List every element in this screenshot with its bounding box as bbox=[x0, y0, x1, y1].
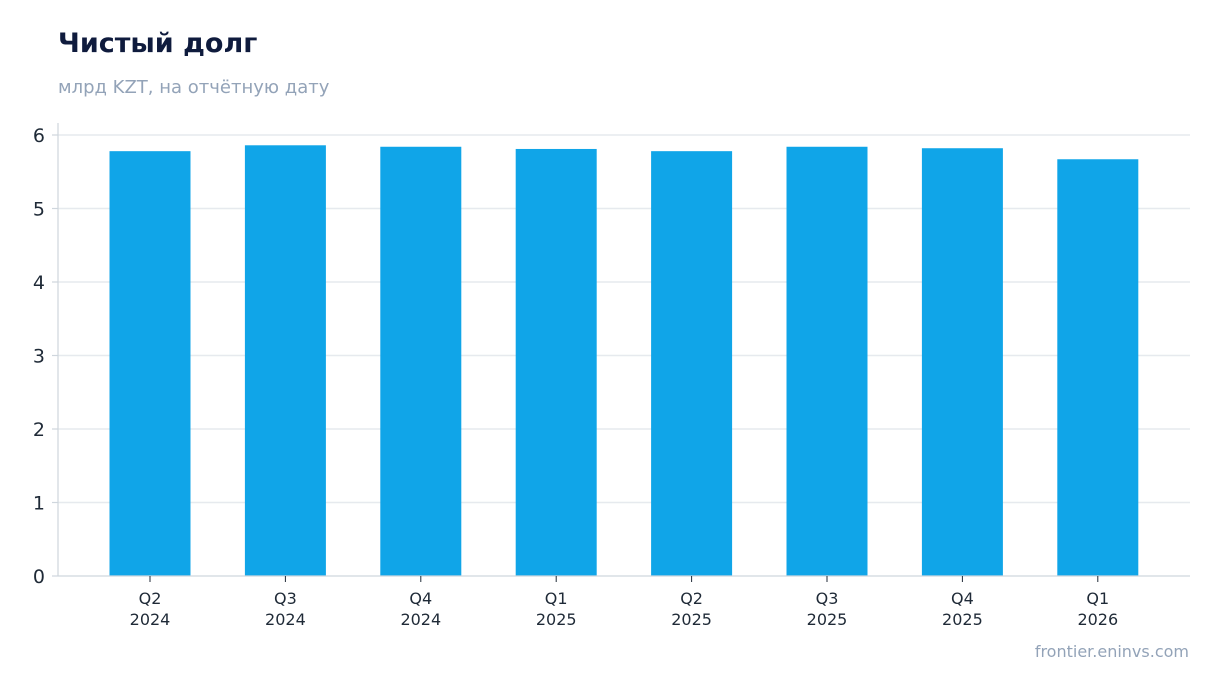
bar bbox=[651, 151, 733, 577]
x-tick-label-quarter: Q1 bbox=[545, 589, 568, 608]
chart-title: Чистый долг bbox=[58, 28, 258, 59]
source-watermark: frontier.eninvs.com bbox=[1034, 642, 1189, 661]
x-tick-label-quarter: Q2 bbox=[139, 589, 162, 608]
y-tick-label: 6 bbox=[33, 125, 45, 147]
bar bbox=[1057, 159, 1139, 576]
x-tick-label-quarter: Q4 bbox=[409, 589, 432, 608]
bar bbox=[109, 151, 191, 577]
axes bbox=[52, 123, 1190, 582]
bar bbox=[244, 145, 326, 577]
x-tick-label-year: 2025 bbox=[671, 610, 712, 629]
y-tick-label: 2 bbox=[33, 419, 45, 441]
grid-lines bbox=[58, 134, 1190, 504]
y-tick-label: 0 bbox=[33, 566, 45, 588]
bar bbox=[380, 146, 462, 576]
y-tick-label: 4 bbox=[33, 272, 45, 294]
y-tick-label: 1 bbox=[33, 493, 45, 515]
bar bbox=[786, 146, 868, 576]
x-tick-label-year: 2025 bbox=[536, 610, 577, 629]
x-tick-label-quarter: Q4 bbox=[951, 589, 974, 608]
x-tick-label-year: 2025 bbox=[807, 610, 848, 629]
x-tick-label-year: 2026 bbox=[1077, 610, 1118, 629]
x-axis-ticks: Q2 2024 Q3 2024 Q4 2024 Q1 2025 Q2 2025 Q3 2025 Q4 20… bbox=[130, 589, 1119, 629]
x-tick-label-quarter: Q3 bbox=[274, 589, 297, 608]
bar bbox=[515, 148, 597, 576]
bar bbox=[921, 148, 1003, 577]
bars bbox=[109, 145, 1139, 577]
chart-subtitle: млрд KZT, на отчётную дату bbox=[58, 77, 330, 98]
y-tick-label: 3 bbox=[33, 346, 45, 368]
x-tick-label-year: 2025 bbox=[942, 610, 983, 629]
y-tick-label: 5 bbox=[33, 199, 45, 221]
x-tick-label-quarter: Q1 bbox=[1086, 589, 1109, 608]
x-tick-label-quarter: Q3 bbox=[816, 589, 839, 608]
x-tick-label-year: 2024 bbox=[265, 610, 306, 629]
y-axis-ticks: 0 1 2 3 4 5 6 bbox=[33, 125, 45, 588]
x-tick-label-quarter: Q2 bbox=[680, 589, 703, 608]
x-tick-label-year: 2024 bbox=[400, 610, 441, 629]
x-tick-label-year: 2024 bbox=[130, 610, 171, 629]
